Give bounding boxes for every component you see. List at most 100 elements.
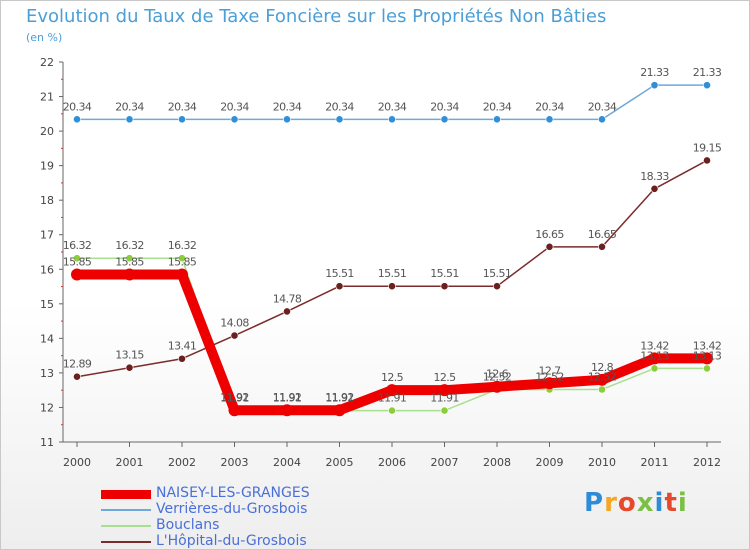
legend-label: L'Hôpital-du-Grosbois xyxy=(156,533,307,549)
data-label: 16.32 xyxy=(168,239,197,252)
data-label: 12.5 xyxy=(381,371,404,384)
data-point xyxy=(493,115,501,124)
data-label: 16.65 xyxy=(588,228,617,241)
data-label: 20.34 xyxy=(220,100,249,113)
data-label: 15.51 xyxy=(378,267,407,280)
data-label: 13.41 xyxy=(168,340,197,353)
legend-label: Verrières-du-Grosbois xyxy=(156,501,308,517)
data-point xyxy=(701,352,713,365)
data-point xyxy=(598,385,606,394)
data-point xyxy=(545,242,554,251)
data-label: 20.34 xyxy=(378,100,407,113)
data-point xyxy=(283,115,291,124)
data-label: 21.33 xyxy=(640,66,669,79)
data-point xyxy=(73,115,81,124)
data-point xyxy=(388,406,396,415)
data-label: 13.42 xyxy=(640,339,669,352)
data-label: 12.52 xyxy=(535,370,564,383)
legend-swatch xyxy=(101,525,151,527)
y-tick-label: 13 xyxy=(40,367,54,380)
data-point xyxy=(491,380,503,393)
data-label: 11.91 xyxy=(273,392,302,405)
data-label: 20.34 xyxy=(430,100,459,113)
data-label: 14.08 xyxy=(220,317,249,330)
data-label: 12.7 xyxy=(538,364,561,377)
x-tick-label: 2001 xyxy=(116,456,144,469)
data-point xyxy=(650,184,659,193)
y-tick-label: 11 xyxy=(40,436,54,449)
data-label: 15.85 xyxy=(168,255,197,268)
data-label: 20.34 xyxy=(325,100,354,113)
y-tick-label: 12 xyxy=(40,401,54,414)
legend-swatch xyxy=(101,509,151,511)
series-naisey-les-granges xyxy=(71,268,713,417)
data-label: 15.85 xyxy=(63,255,92,268)
series-verrieres-du-grosbois xyxy=(73,81,711,124)
y-tick-label: 17 xyxy=(40,229,54,242)
y-tick-label: 16 xyxy=(40,263,54,276)
data-label: 13.15 xyxy=(115,349,144,362)
data-point xyxy=(598,115,606,124)
data-label: 16.32 xyxy=(63,239,92,252)
y-tick-label: 14 xyxy=(40,332,54,345)
data-point xyxy=(335,115,344,124)
series-l-hopital-du-grosbois xyxy=(73,156,711,381)
data-point xyxy=(440,406,449,415)
x-tick-label: 2006 xyxy=(378,456,406,469)
data-point xyxy=(493,282,501,291)
data-label: 20.34 xyxy=(483,100,512,113)
data-point xyxy=(71,268,83,281)
data-point xyxy=(386,384,398,397)
data-point xyxy=(73,372,81,381)
x-tick-label: 2005 xyxy=(326,456,354,469)
data-label: 11.91 xyxy=(325,392,354,405)
data-point xyxy=(125,363,134,372)
data-label: 11.91 xyxy=(220,392,249,405)
y-tick-label: 21 xyxy=(40,91,54,104)
x-tick-label: 2004 xyxy=(273,456,301,469)
legend-swatch xyxy=(101,489,151,499)
data-point xyxy=(650,364,659,373)
data-point xyxy=(703,364,711,373)
data-label: 12.5 xyxy=(433,371,456,384)
data-point xyxy=(388,115,396,124)
data-label: 15.51 xyxy=(325,267,354,280)
data-point xyxy=(388,282,396,291)
data-point xyxy=(648,352,661,365)
data-label: 18.33 xyxy=(640,170,669,183)
data-label: 12.6 xyxy=(486,368,509,381)
data-point xyxy=(543,377,556,390)
x-tick-label: 2002 xyxy=(168,456,196,469)
data-point xyxy=(598,242,606,251)
data-point xyxy=(228,404,241,417)
data-label: 20.34 xyxy=(535,100,564,113)
y-tick-label: 19 xyxy=(40,160,54,173)
data-point xyxy=(178,354,186,363)
x-tick-label: 2000 xyxy=(63,456,91,469)
data-point xyxy=(545,115,554,124)
data-label: 20.34 xyxy=(63,100,92,113)
data-label: 15.85 xyxy=(115,255,144,268)
data-label: 12.52 xyxy=(483,370,512,383)
data-point xyxy=(703,156,711,165)
data-label: 13.13 xyxy=(640,349,669,362)
x-tick-label: 2003 xyxy=(221,456,249,469)
data-label: 12.8 xyxy=(591,361,614,374)
y-tick-label: 18 xyxy=(40,194,54,207)
data-label: 12.89 xyxy=(63,358,92,371)
data-point xyxy=(125,115,134,124)
legend-label: NAISEY-LES-GRANGES xyxy=(156,485,310,501)
x-tick-label: 2011 xyxy=(641,456,669,469)
data-point xyxy=(440,115,449,124)
proxiti-logo: Proxiti xyxy=(584,488,688,518)
data-point xyxy=(230,331,239,340)
x-tick-label: 2008 xyxy=(483,456,511,469)
data-point xyxy=(333,404,346,417)
data-point xyxy=(281,404,293,417)
data-label: 19.15 xyxy=(693,141,722,154)
data-label: 20.34 xyxy=(273,100,302,113)
legend-label: Bouclans xyxy=(156,517,220,533)
legend-swatch xyxy=(101,541,151,543)
